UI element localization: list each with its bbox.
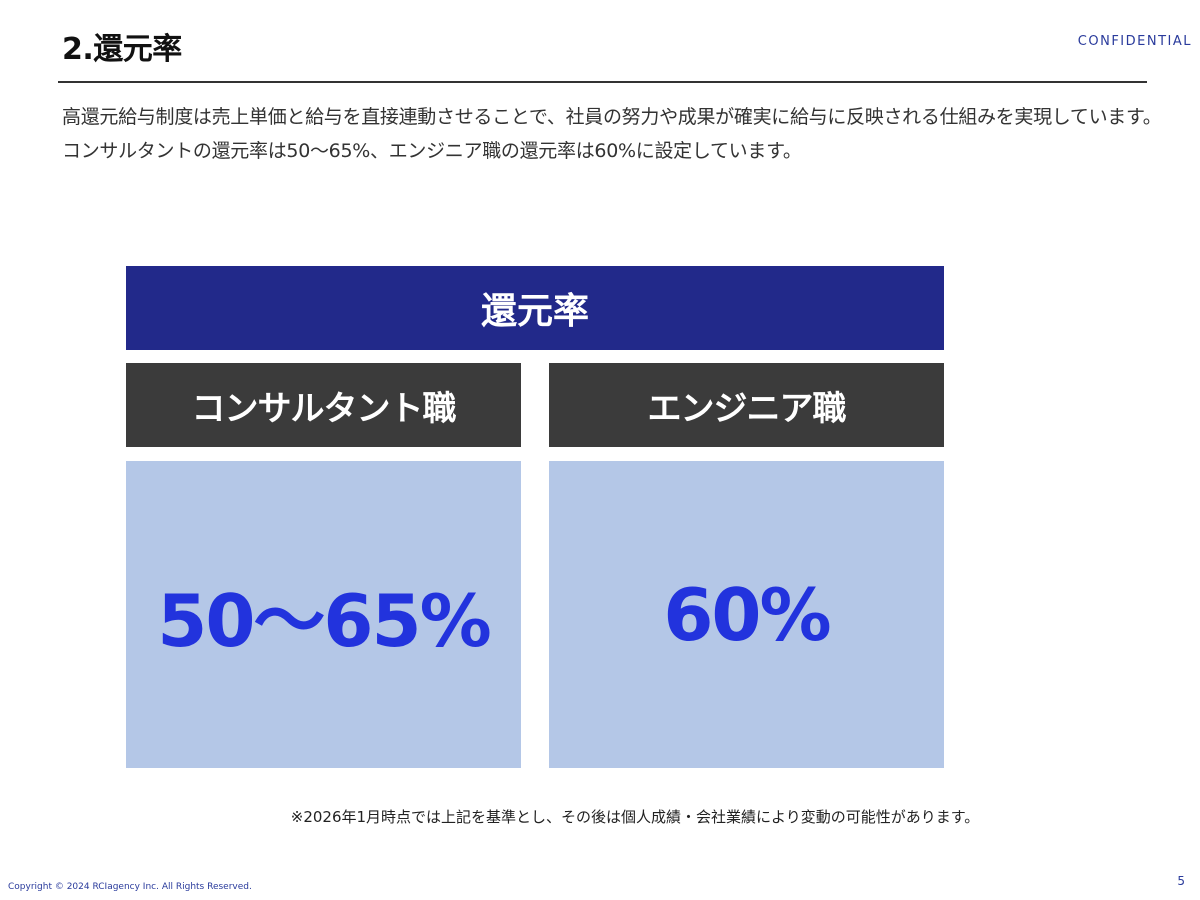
intro-paragraph: 高還元給与制度は売上単価と給与を直接連動させることで、社員の努力や成果が確実に給… — [62, 106, 1162, 162]
footnote: ※2026年1月時点では上記を基準とし、その後は個人成績・会社業績により変動の可… — [290, 808, 980, 826]
consultant-rate-value: 50〜65% — [126, 461, 521, 768]
copyright: Copyright © 2024 RCIagency Inc. All Righ… — [8, 882, 252, 892]
confidential-label: CONFIDENTIAL — [1077, 34, 1192, 49]
page-number: 5 — [1177, 874, 1185, 888]
consultant-label: コンサルタント職 — [126, 363, 521, 447]
title-divider — [58, 81, 1147, 83]
page-title: 2.還元率 — [62, 32, 182, 67]
engineer-label: エンジニア職 — [549, 363, 944, 447]
rate-table-header: 還元率 — [126, 266, 944, 350]
engineer-rate-value: 60% — [549, 461, 944, 768]
